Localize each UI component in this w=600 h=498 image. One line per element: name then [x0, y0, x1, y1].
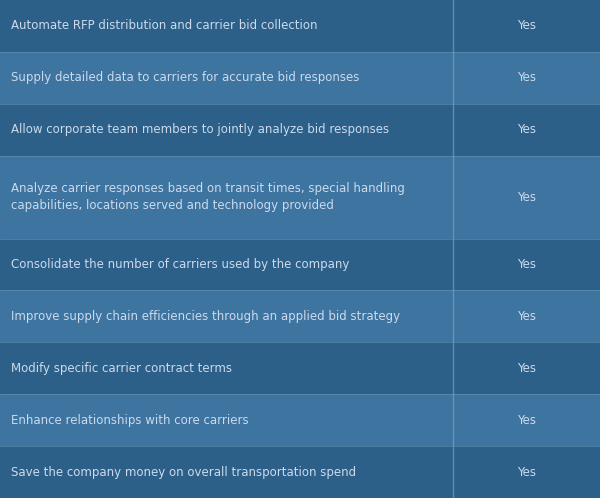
- Text: Yes: Yes: [517, 191, 536, 204]
- Text: Yes: Yes: [517, 414, 536, 427]
- Text: Yes: Yes: [517, 362, 536, 375]
- Bar: [0, 52, 600, 104]
- Text: Analyze carrier responses based on transit times, special handling
capabilities,: Analyze carrier responses based on trans…: [11, 182, 404, 212]
- Text: Yes: Yes: [517, 19, 536, 32]
- Text: Save the company money on overall transportation spend: Save the company money on overall transp…: [11, 466, 356, 479]
- Text: Allow corporate team members to jointly analyze bid responses: Allow corporate team members to jointly …: [11, 123, 389, 136]
- Text: Yes: Yes: [517, 466, 536, 479]
- Text: Enhance relationships with core carriers: Enhance relationships with core carriers: [11, 414, 248, 427]
- Bar: [0, 155, 600, 239]
- Bar: [0, 0, 600, 52]
- Bar: [0, 290, 600, 342]
- Bar: [0, 342, 600, 394]
- Text: Automate RFP distribution and carrier bid collection: Automate RFP distribution and carrier bi…: [11, 19, 317, 32]
- Text: Yes: Yes: [517, 123, 536, 136]
- Text: Improve supply chain efficiencies through an applied bid strategy: Improve supply chain efficiencies throug…: [11, 310, 400, 323]
- Bar: [0, 394, 600, 446]
- Text: Modify specific carrier contract terms: Modify specific carrier contract terms: [11, 362, 232, 375]
- Text: Yes: Yes: [517, 310, 536, 323]
- Bar: [0, 104, 600, 155]
- Text: Yes: Yes: [517, 71, 536, 84]
- Bar: [0, 239, 600, 290]
- Bar: [0, 446, 600, 498]
- Text: Supply detailed data to carriers for accurate bid responses: Supply detailed data to carriers for acc…: [11, 71, 359, 84]
- Text: Yes: Yes: [517, 258, 536, 271]
- Text: Consolidate the number of carriers used by the company: Consolidate the number of carriers used …: [11, 258, 349, 271]
